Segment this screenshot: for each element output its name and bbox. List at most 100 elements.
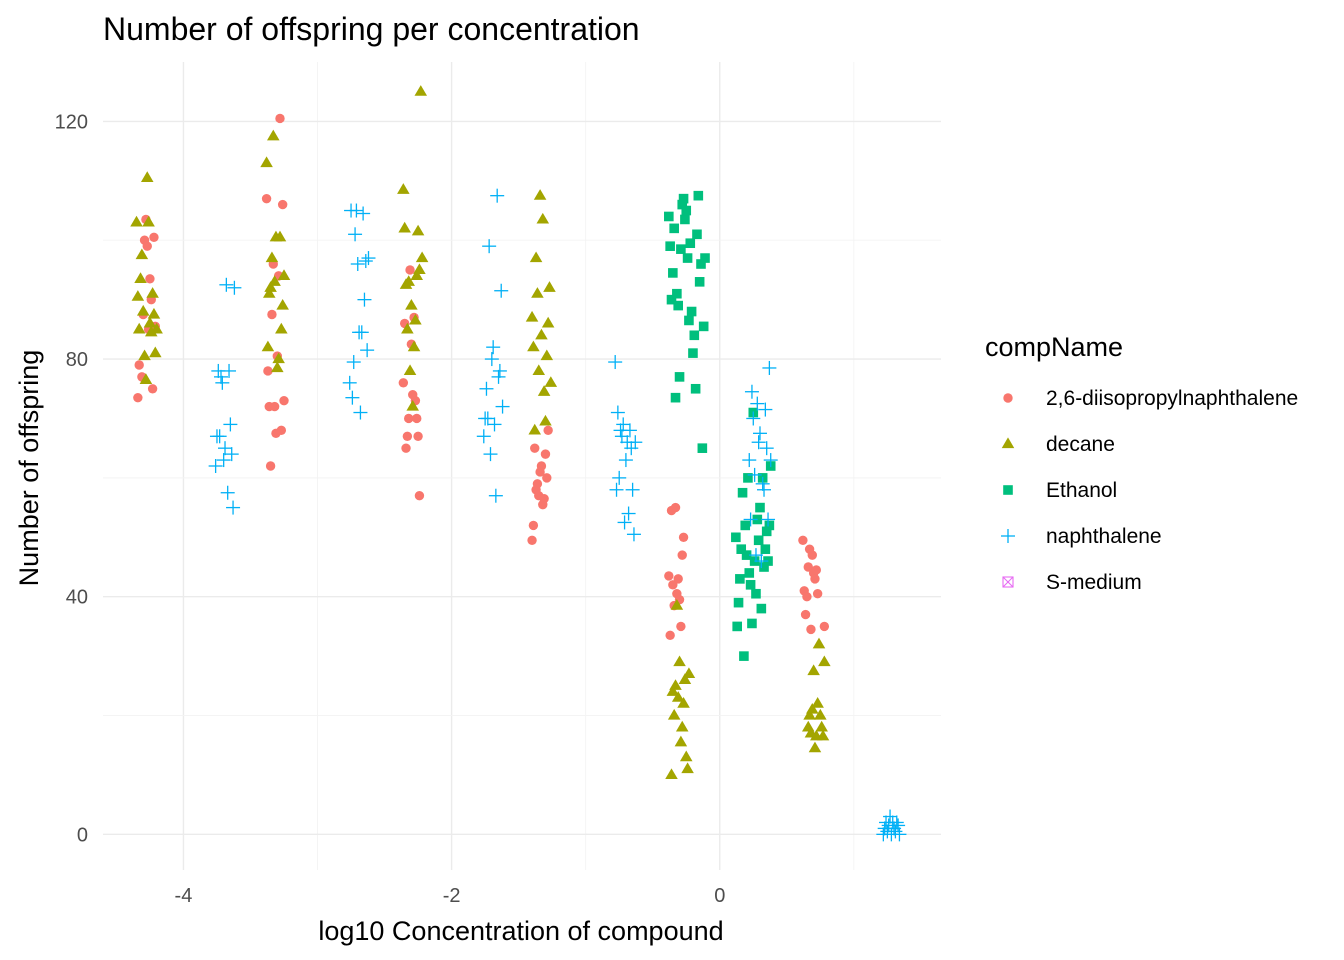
data-point	[762, 360, 777, 375]
data-point	[213, 369, 228, 384]
data-point	[736, 544, 747, 554]
data-point	[494, 283, 509, 298]
data-point	[264, 281, 277, 292]
data-point	[673, 655, 686, 667]
data-point	[748, 548, 763, 563]
data-point	[262, 287, 276, 298]
data-point	[678, 673, 692, 684]
data-point	[681, 205, 692, 216]
data-point	[531, 287, 544, 298]
data-point	[353, 405, 368, 420]
data-point	[678, 532, 689, 542]
data-point	[143, 316, 157, 328]
y-tick-label: 120	[55, 111, 88, 133]
data-point	[267, 129, 280, 141]
data-point	[354, 325, 369, 340]
data-point	[621, 506, 636, 521]
data-point	[743, 473, 753, 483]
data-point	[212, 429, 227, 444]
data-point	[626, 527, 641, 542]
data-point	[539, 414, 552, 426]
data-point	[610, 405, 625, 420]
data-point	[676, 244, 686, 254]
data-point	[476, 429, 491, 444]
data-point	[665, 241, 675, 251]
data-point	[544, 376, 558, 387]
data-point	[806, 702, 819, 714]
data-point	[540, 449, 551, 459]
data-point	[398, 221, 411, 233]
data-point	[680, 214, 690, 225]
data-point	[358, 254, 373, 269]
data-point	[402, 431, 413, 441]
data-point	[261, 193, 272, 204]
data-point	[673, 300, 684, 311]
legend-label: decane	[1046, 433, 1115, 456]
data-point	[684, 315, 694, 326]
data-point	[536, 212, 550, 224]
data-point	[891, 818, 906, 833]
data-point	[679, 750, 693, 762]
data-point	[883, 809, 898, 824]
data-point	[411, 224, 425, 236]
data-point	[134, 272, 147, 283]
data-point	[740, 520, 751, 531]
data-point	[889, 815, 904, 830]
data-point	[398, 378, 409, 388]
data-point	[747, 618, 757, 629]
data-point	[495, 399, 510, 414]
data-point	[397, 183, 410, 194]
data-point	[815, 720, 828, 732]
data-point	[676, 621, 686, 632]
data-point	[263, 366, 273, 376]
data-point	[543, 281, 556, 292]
legend-item: S-medium	[1002, 571, 1142, 594]
data-point	[618, 453, 633, 468]
x-tick-label: -2	[443, 885, 461, 907]
data-point	[342, 375, 357, 390]
data-point	[147, 384, 158, 394]
data-point	[692, 229, 702, 240]
data-point	[226, 500, 241, 515]
series-2-6-diisopropylnaphthalene	[133, 113, 830, 641]
data-point	[744, 384, 759, 399]
legend-key	[1001, 437, 1015, 449]
legend-item: 2,6-diisopropylnaphthalene	[1003, 387, 1298, 410]
data-point	[608, 355, 623, 370]
data-point	[540, 349, 554, 361]
legend-key	[1003, 485, 1013, 495]
data-point	[527, 535, 537, 545]
x-axis-title: log10 Concentration of compound	[318, 916, 723, 946]
data-point	[760, 544, 771, 554]
series-decane	[130, 85, 831, 780]
data-point	[360, 343, 375, 358]
data-point	[402, 275, 415, 286]
data-point	[403, 364, 417, 376]
data-point	[742, 453, 757, 468]
data-point	[811, 697, 824, 708]
data-point	[412, 413, 422, 424]
data-point	[700, 253, 710, 263]
data-point	[487, 417, 502, 432]
data-point	[404, 413, 414, 424]
data-point	[674, 372, 685, 382]
data-point	[271, 361, 284, 373]
data-point	[746, 411, 761, 426]
data-point	[409, 313, 422, 325]
data-point	[350, 257, 365, 271]
data-point	[407, 340, 421, 352]
data-point	[525, 310, 539, 322]
data-point	[754, 554, 769, 569]
chart-title: Number of offspring per concentration	[103, 11, 640, 47]
data-point	[539, 493, 549, 504]
data-point	[413, 431, 423, 441]
data-point	[739, 651, 749, 661]
data-point	[267, 309, 277, 320]
data-point	[142, 241, 152, 251]
data-point	[677, 550, 687, 560]
data-point	[222, 363, 237, 378]
data-point	[528, 423, 542, 435]
data-point	[150, 322, 163, 334]
data-point	[277, 269, 291, 280]
data-point	[265, 251, 279, 263]
